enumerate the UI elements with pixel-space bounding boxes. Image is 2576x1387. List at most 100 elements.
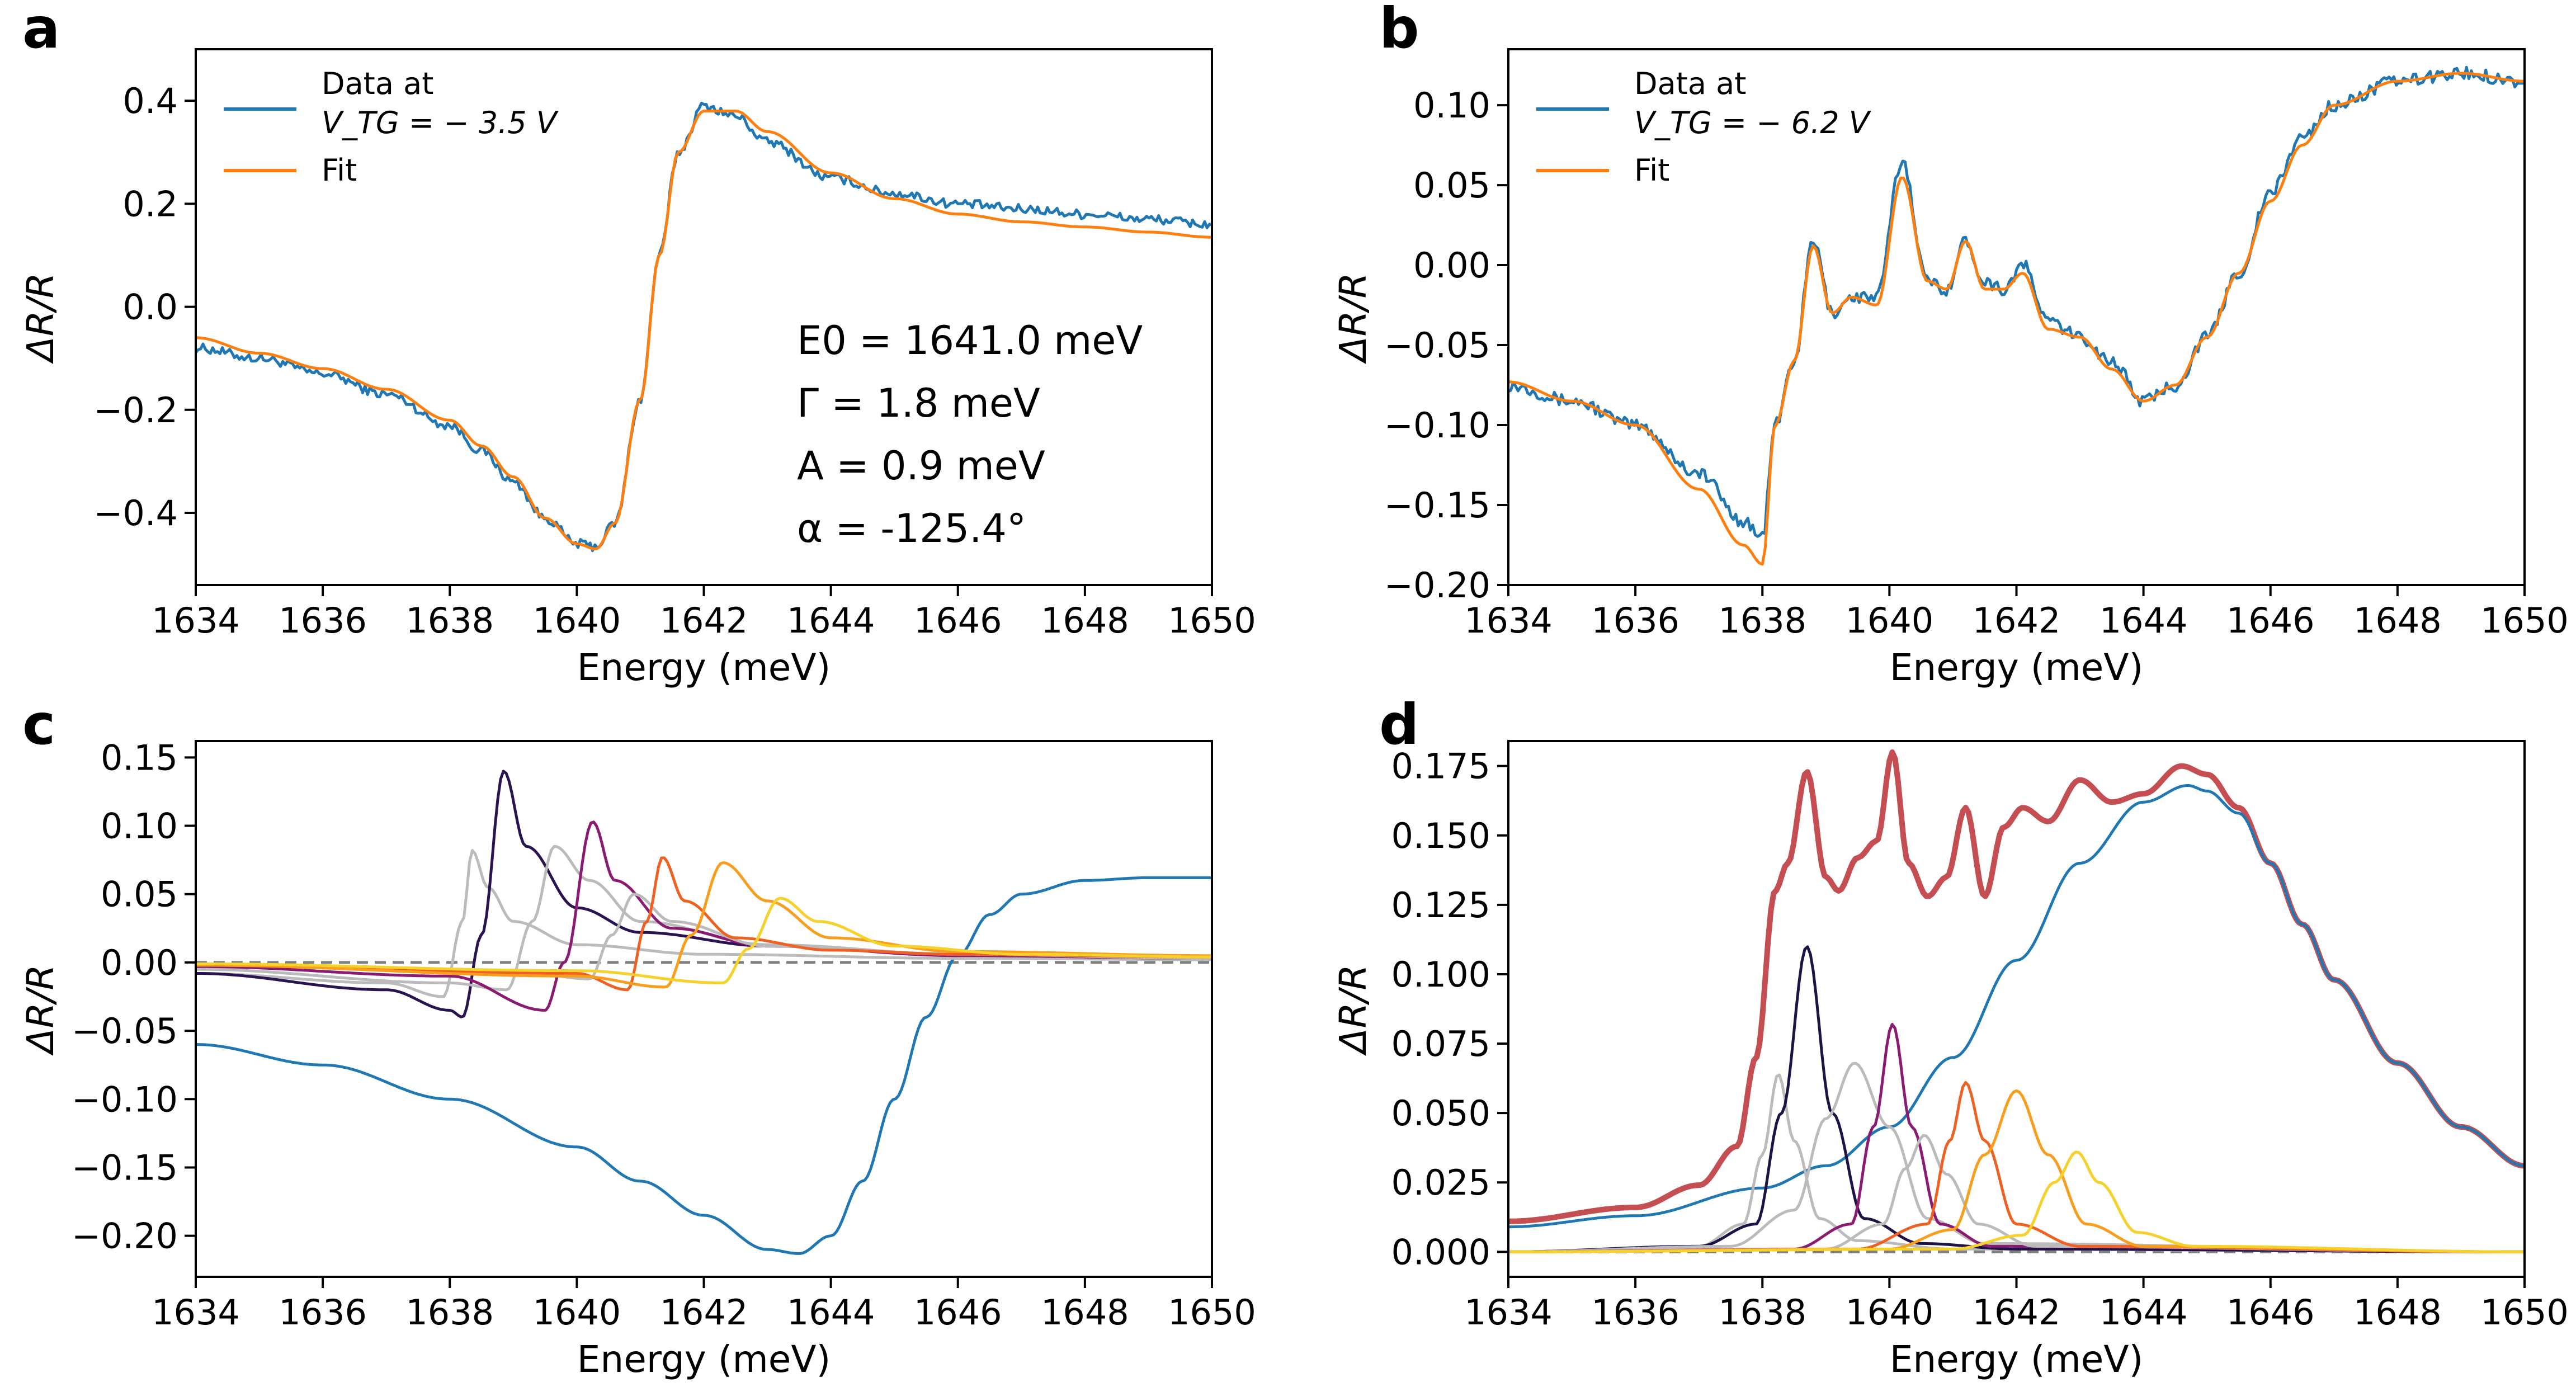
x-tick-label: 1638 <box>405 600 494 641</box>
x-tick-label: 1640 <box>532 1292 621 1333</box>
x-tick-label: 1638 <box>1718 600 1806 641</box>
y-tick-label: −0.05 <box>72 1011 178 1051</box>
x-axis-label: Energy (meV) <box>577 646 831 689</box>
panel-letter: c <box>22 692 55 757</box>
y-tick-label: −0.20 <box>1384 565 1490 606</box>
y-tick-label: 0.15 <box>101 737 178 778</box>
x-tick-label: 1646 <box>2226 1292 2315 1333</box>
y-tick-label: 0.10 <box>1413 85 1490 126</box>
series-broad <box>1508 784 2525 1229</box>
plot-area <box>1508 65 2525 566</box>
x-tick-label: 1648 <box>2353 600 2442 641</box>
series-data <box>1508 65 2525 538</box>
y-tick-label: −0.2 <box>93 390 178 431</box>
y-tick-label: 0.175 <box>1391 746 1491 787</box>
x-tick-label: 1648 <box>2353 1292 2442 1333</box>
legend-label: Fit <box>1634 153 1669 188</box>
panel-a: a 1634 1636 1638 1640 1642 1644 1646 1648 1650 0.4… <box>19 0 1256 689</box>
x-tick-label: 1644 <box>787 1292 875 1333</box>
series-g6 <box>1508 1081 2525 1253</box>
x-tick-label: 1644 <box>2100 600 2188 641</box>
series-p7 <box>196 861 1212 989</box>
x-tick-label: 1634 <box>152 600 240 641</box>
x-tick-label: 1636 <box>279 600 367 641</box>
y-tick-label: 0.05 <box>101 874 178 915</box>
series-p2 <box>196 770 1212 1018</box>
x-tick-label: 1650 <box>1168 1292 1256 1333</box>
legend-label-voltage: V_TG = − 3.5 V <box>322 105 559 140</box>
panel-b: b 1634 1636 1638 1640 1642 1644 1646 1648 1650 0.1… <box>1332 0 2569 689</box>
x-tick-label: 1638 <box>405 1292 494 1333</box>
x-tick-label: 1644 <box>787 600 875 641</box>
x-axis-label: Energy (meV) <box>577 1338 831 1381</box>
y-axis-label: ΔR/R <box>1332 272 1375 364</box>
fit-parameter: Γ = 1.8 meV <box>797 380 1040 426</box>
x-tick-label: 1646 <box>914 1292 1002 1333</box>
plot-area <box>196 770 1212 1255</box>
legend-label: Data at <box>322 66 433 101</box>
x-tick-label: 1650 <box>2480 1292 2569 1333</box>
y-tick-label: 0.025 <box>1391 1162 1491 1203</box>
legend-label-voltage: V_TG = − 6.2 V <box>1634 105 1872 140</box>
y-tick-label: −0.10 <box>72 1079 178 1120</box>
panel-letter: d <box>1379 692 1419 757</box>
plot-area <box>1508 749 2525 1253</box>
y-tick-label: 0.00 <box>1413 245 1490 286</box>
y-tick-label: −0.15 <box>72 1147 178 1188</box>
x-axis-label: Energy (meV) <box>1890 1338 2144 1381</box>
x-tick-label: 1638 <box>1718 1292 1806 1333</box>
y-axis-label: ΔR/R <box>1332 964 1375 1056</box>
y-tick-label: 0.10 <box>101 806 178 847</box>
panel-letter: b <box>1379 0 1419 61</box>
x-tick-label: 1642 <box>1973 600 2061 641</box>
x-tick-label: 1640 <box>1845 600 1933 641</box>
y-tick-label: 0.000 <box>1391 1232 1491 1272</box>
panel-letter: a <box>22 0 60 61</box>
plot-area <box>196 101 1212 553</box>
y-tick-label: 0.0 <box>122 287 178 328</box>
y-tick-label: 0.050 <box>1391 1093 1491 1134</box>
panel-c: c 1634 1636 1638 1640 1642 1644 1646 1648 1650 0.1… <box>19 692 1256 1381</box>
x-axis-label: Energy (meV) <box>1890 646 2144 689</box>
x-tick-label: 1640 <box>532 600 621 641</box>
y-tick-label: −0.4 <box>93 493 178 534</box>
fit-parameter: A = 0.9 meV <box>797 443 1045 489</box>
series-data <box>196 101 1212 553</box>
y-tick-label: 0.125 <box>1391 885 1491 926</box>
legend: Data at V_TG = − 3.5 V Fit <box>224 66 559 188</box>
y-tick-label: 0.2 <box>122 183 178 224</box>
series-broad <box>196 876 1212 1255</box>
x-tick-label: 1644 <box>2100 1292 2188 1333</box>
x-tick-label: 1646 <box>2226 600 2315 641</box>
y-axis-label: ΔR/R <box>19 964 62 1056</box>
x-tick-label: 1634 <box>1464 600 1553 641</box>
y-tick-label: 0.4 <box>122 81 178 121</box>
x-tick-label: 1636 <box>279 1292 367 1333</box>
legend-label: Fit <box>322 153 357 188</box>
y-tick-label: −0.15 <box>1384 485 1490 526</box>
x-tick-label: 1636 <box>1591 600 1679 641</box>
axes-frame <box>195 740 1213 1278</box>
y-tick-label: 0.100 <box>1391 954 1491 995</box>
x-tick-label: 1648 <box>1041 1292 1129 1333</box>
fit-parameter: E0 = 1641.0 meV <box>797 318 1143 364</box>
x-tick-label: 1634 <box>1464 1292 1553 1333</box>
y-tick-label: −0.05 <box>1384 325 1490 366</box>
series-g2 <box>1508 945 2525 1253</box>
legend-label: Data at <box>1634 66 1746 101</box>
series-fit <box>1508 72 2525 566</box>
series-g7 <box>1508 1089 2525 1253</box>
y-tick-label: 0.05 <box>1413 165 1490 206</box>
x-tick-label: 1648 <box>1041 600 1129 641</box>
series-p8 <box>196 897 1212 985</box>
x-tick-label: 1642 <box>1973 1292 2061 1333</box>
y-tick-label: 0.00 <box>101 942 178 983</box>
series-fit <box>196 110 1212 550</box>
x-tick-label: 1650 <box>1168 600 1256 641</box>
y-tick-label: −0.10 <box>1384 405 1490 446</box>
y-tick-label: 0.075 <box>1391 1023 1491 1064</box>
x-tick-label: 1642 <box>660 1292 748 1333</box>
x-tick-label: 1636 <box>1591 1292 1679 1333</box>
x-tick-label: 1650 <box>2480 600 2569 641</box>
